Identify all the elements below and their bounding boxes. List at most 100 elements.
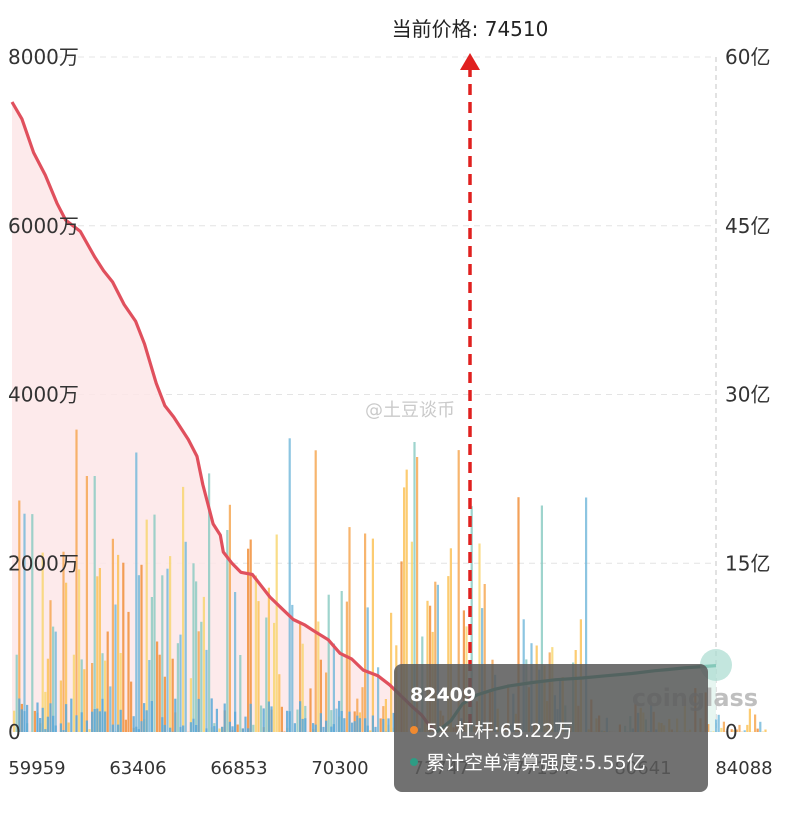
right-axis-tick-label: 60亿: [725, 45, 770, 69]
left-axis-tick-label: 4000万: [8, 383, 79, 407]
liquidation-bar: [241, 728, 244, 732]
liquidation-bar: [156, 641, 159, 732]
liquidation-bar: [83, 669, 86, 732]
liquidation-bar: [390, 612, 393, 732]
liquidation-bar: [327, 594, 330, 732]
liquidation-bar: [322, 726, 325, 732]
liquidation-bar: [244, 716, 247, 732]
liquidation-bar: [52, 715, 55, 732]
liquidation-bar: [457, 450, 460, 732]
liquidation-bar: [234, 592, 237, 732]
right-axis-tick-label: 0: [725, 720, 738, 744]
tooltip-dot-orange: [410, 725, 418, 734]
liquidation-bar: [335, 708, 338, 732]
liquidation-bar: [226, 530, 229, 732]
liquidation-bar: [36, 702, 39, 732]
liquidation-bar: [93, 709, 96, 732]
liquidation-bar: [49, 703, 52, 732]
liquidation-bar: [356, 698, 359, 732]
liquidation-bar: [150, 597, 153, 732]
liquidation-bar: [228, 504, 231, 732]
coinglass-logo-icon: [700, 649, 732, 681]
liquidation-bar: [192, 718, 195, 732]
liquidation-bar: [286, 710, 289, 732]
liquidation-bar: [205, 728, 208, 732]
left-axis-tick-label: 8000万: [8, 45, 79, 69]
liquidation-bar: [247, 728, 250, 732]
liquidation-bar: [301, 643, 304, 732]
left-axis-tick-label: 6000万: [8, 214, 79, 238]
liquidation-bar: [221, 726, 224, 732]
liquidation-bar: [85, 720, 88, 732]
liquidation-bar: [140, 564, 143, 732]
liquidation-bar: [738, 724, 741, 732]
liquidation-bar: [140, 721, 143, 732]
tooltip-dot-teal: [410, 757, 418, 766]
liquidation-bar: [200, 621, 203, 732]
liquidation-bar: [379, 718, 382, 732]
liquidation-bar: [119, 653, 122, 732]
liquidation-bar: [361, 687, 364, 732]
liquidation-bar: [345, 601, 348, 732]
liquidation-bar: [254, 575, 257, 732]
liquidation-bar: [403, 487, 406, 732]
right-axis-tick-label: 45亿: [725, 214, 770, 238]
liquidation-bar: [117, 554, 120, 732]
liquidation-bar: [205, 649, 208, 732]
right-axis-tick-label: 15亿: [725, 551, 770, 575]
current-price-label: 当前价格: 74510: [392, 17, 549, 41]
liquidation-bar: [231, 726, 234, 732]
liquidation-bar: [106, 631, 109, 732]
liquidation-bar: [358, 718, 361, 732]
liquidation-bar: [410, 541, 413, 732]
liquidation-bar: [114, 604, 117, 732]
x-axis-tick-label: 84088: [715, 758, 772, 779]
liquidation-bar: [309, 688, 312, 732]
liquidation-bar: [65, 704, 68, 732]
liquidation-bar: [176, 643, 179, 732]
liquidation-bar: [338, 700, 341, 732]
liquidation-bar: [312, 723, 315, 732]
liquidation-bar: [447, 576, 450, 732]
liquidation-bar: [33, 710, 36, 732]
liquidation-bar: [730, 729, 733, 732]
liquidation-bar: [299, 701, 302, 732]
liquidation-bar: [267, 701, 270, 732]
x-axis-tick-label: 59959: [8, 758, 65, 779]
liquidation-bar: [127, 611, 130, 732]
liquidation-bar: [137, 729, 140, 732]
liquidation-bar: [301, 718, 304, 732]
liquidation-bar: [15, 654, 18, 732]
liquidation-bar: [332, 724, 335, 732]
liquidation-bar: [88, 729, 91, 732]
liquidation-bar: [304, 718, 307, 732]
liquidation-bar: [296, 709, 299, 732]
liquidation-bar: [356, 715, 359, 732]
liquidation-bar: [436, 584, 439, 732]
liquidation-bar: [52, 626, 55, 732]
liquidation-bar: [366, 607, 369, 732]
liquidation-bar: [182, 486, 185, 732]
liquidation-bar: [46, 716, 49, 732]
liquidation-bar: [434, 581, 437, 732]
liquidation-bar: [163, 724, 166, 732]
tooltip-row-cumulative: 累计空单清算强度:5.55亿: [410, 748, 646, 775]
liquidation-bar: [161, 717, 164, 732]
liquidation-bar: [23, 513, 26, 732]
liquidation-bar: [387, 718, 390, 732]
liquidation-bar: [371, 715, 374, 732]
right-axis-tick-label: 30亿: [725, 383, 770, 407]
liquidation-bar: [715, 719, 718, 732]
liquidation-bar: [366, 725, 369, 732]
liquidation-bar: [184, 541, 187, 732]
liquidation-bar: [364, 533, 367, 732]
liquidation-bar: [132, 716, 135, 732]
liquidation-bar: [44, 691, 47, 732]
liquidation-bar: [405, 469, 408, 732]
liquidation-bar: [20, 709, 23, 732]
liquidation-bar: [540, 505, 543, 732]
liquidation-bar: [62, 551, 65, 732]
liquidation-bar: [343, 718, 346, 732]
liquidation-bar: [374, 726, 377, 732]
liquidation-bar: [585, 497, 588, 732]
